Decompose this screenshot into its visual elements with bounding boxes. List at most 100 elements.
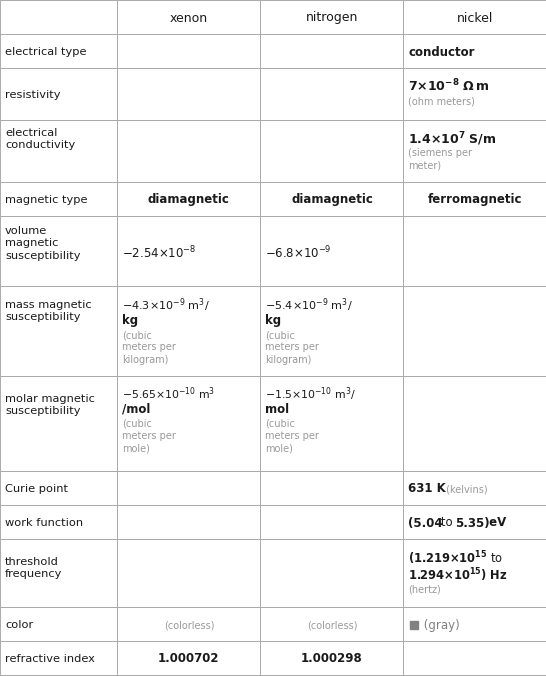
Bar xyxy=(260,641,403,675)
Text: $\mathbf{7{\times}10^{-8}}$ $\mathbf{\Omega\,m}$: $\mathbf{7{\times}10^{-8}}$ $\mathbf{\Om… xyxy=(408,78,490,95)
Bar xyxy=(0,34,117,68)
Bar xyxy=(260,471,403,505)
Text: ferromagnetic: ferromagnetic xyxy=(428,193,522,206)
Bar xyxy=(260,505,403,539)
Bar xyxy=(260,216,403,286)
Text: $-4.3{\times}10^{-9}\ \mathrm{m^3/}$: $-4.3{\times}10^{-9}\ \mathrm{m^3/}$ xyxy=(122,296,210,314)
Bar xyxy=(260,34,403,68)
Text: (ohm meters): (ohm meters) xyxy=(408,96,476,106)
Bar xyxy=(403,641,546,675)
Bar xyxy=(403,182,546,216)
Text: eV: eV xyxy=(485,516,507,529)
Bar xyxy=(403,607,546,641)
Bar xyxy=(117,182,260,216)
Text: $-5.65{\times}10^{-10}\ \mathrm{m^3}$: $-5.65{\times}10^{-10}\ \mathrm{m^3}$ xyxy=(122,385,216,402)
Bar xyxy=(403,120,546,182)
Text: mol: mol xyxy=(265,403,289,416)
Bar xyxy=(0,641,117,675)
Bar xyxy=(0,286,117,376)
Text: (cubic
meters per
mole): (cubic meters per mole) xyxy=(122,419,176,454)
Bar xyxy=(117,68,260,120)
Text: 1.000298: 1.000298 xyxy=(301,652,363,665)
Text: kg: kg xyxy=(265,314,282,327)
Text: resistivity: resistivity xyxy=(5,90,61,100)
Bar xyxy=(403,0,546,34)
Bar xyxy=(117,607,260,641)
Text: (cubic
meters per
kilogram): (cubic meters per kilogram) xyxy=(265,330,319,365)
Bar xyxy=(117,471,260,505)
Bar xyxy=(117,641,260,675)
Bar xyxy=(403,34,546,68)
Text: $-1.5{\times}10^{-10}\ \mathrm{m^3/}$: $-1.5{\times}10^{-10}\ \mathrm{m^3/}$ xyxy=(265,385,357,403)
Bar xyxy=(0,0,117,34)
Bar xyxy=(117,34,260,68)
Text: $\mathbf{1.4{\times}10^{7}}$ $\mathbf{S/m}$: $\mathbf{1.4{\times}10^{7}}$ $\mathbf{S/… xyxy=(408,130,497,147)
Text: (cubic
meters per
mole): (cubic meters per mole) xyxy=(265,419,319,454)
Text: $\mathbf{1.294{\times}10^{15})}$ $\mathbf{Hz}$: $\mathbf{1.294{\times}10^{15})}$ $\mathb… xyxy=(408,566,508,583)
Bar xyxy=(117,505,260,539)
Bar xyxy=(260,120,403,182)
Text: refractive index: refractive index xyxy=(5,654,95,664)
Text: color: color xyxy=(5,620,33,630)
Text: volume
magnetic
susceptibility: volume magnetic susceptibility xyxy=(5,226,80,261)
Text: threshold
frequency: threshold frequency xyxy=(5,557,62,579)
Bar xyxy=(117,0,260,34)
Bar xyxy=(0,376,117,471)
Bar xyxy=(403,216,546,286)
Text: molar magnetic
susceptibility: molar magnetic susceptibility xyxy=(5,394,95,416)
Bar xyxy=(260,0,403,34)
Bar xyxy=(0,216,117,286)
Text: work function: work function xyxy=(5,518,83,528)
Bar xyxy=(260,607,403,641)
Bar xyxy=(260,286,403,376)
Bar xyxy=(260,376,403,471)
Text: /mol: /mol xyxy=(122,403,151,416)
Bar xyxy=(0,607,117,641)
Bar xyxy=(403,68,546,120)
Text: xenon: xenon xyxy=(170,11,208,24)
Bar xyxy=(403,376,546,471)
Bar xyxy=(117,120,260,182)
Text: (hertz): (hertz) xyxy=(408,585,441,595)
Text: 1.000702: 1.000702 xyxy=(158,652,219,665)
Bar xyxy=(260,68,403,120)
Text: (colorless): (colorless) xyxy=(307,620,357,630)
Text: (5.04: (5.04 xyxy=(408,516,443,529)
Text: electrical
conductivity: electrical conductivity xyxy=(5,128,75,150)
Text: (kelvins): (kelvins) xyxy=(443,484,488,494)
Text: (cubic
meters per
kilogram): (cubic meters per kilogram) xyxy=(122,330,176,365)
Bar xyxy=(0,539,117,607)
Text: diamagnetic: diamagnetic xyxy=(291,193,373,206)
Bar xyxy=(403,471,546,505)
Text: diamagnetic: diamagnetic xyxy=(148,193,230,206)
Text: conductor: conductor xyxy=(408,45,475,59)
Text: $\mathbf{(1.219{\times}10^{15}}$ to: $\mathbf{(1.219{\times}10^{15}}$ to xyxy=(408,549,503,566)
Text: (gray): (gray) xyxy=(420,619,460,631)
Text: nitrogen: nitrogen xyxy=(306,11,358,24)
Text: (siemens per
meter): (siemens per meter) xyxy=(408,148,472,170)
Bar xyxy=(0,120,117,182)
Text: $-6.8{\times}10^{-9}$: $-6.8{\times}10^{-9}$ xyxy=(265,245,332,262)
Bar xyxy=(260,539,403,607)
Bar xyxy=(0,505,117,539)
Bar xyxy=(117,539,260,607)
Bar xyxy=(117,286,260,376)
Bar xyxy=(0,471,117,505)
Text: kg: kg xyxy=(122,314,139,327)
Text: 631 K: 631 K xyxy=(408,483,446,496)
Bar xyxy=(403,505,546,539)
Bar xyxy=(403,539,546,607)
Text: to: to xyxy=(437,516,457,529)
Text: Curie point: Curie point xyxy=(5,484,68,494)
Bar xyxy=(117,376,260,471)
Bar xyxy=(403,286,546,376)
Text: nickel: nickel xyxy=(456,11,493,24)
Text: 5.35): 5.35) xyxy=(455,516,490,529)
Text: (colorless): (colorless) xyxy=(164,620,214,630)
Bar xyxy=(0,182,117,216)
Text: magnetic type: magnetic type xyxy=(5,195,87,205)
Text: electrical type: electrical type xyxy=(5,47,86,57)
Bar xyxy=(260,182,403,216)
Text: $-2.54{\times}10^{-8}$: $-2.54{\times}10^{-8}$ xyxy=(122,245,197,262)
Text: $-5.4{\times}10^{-9}\ \mathrm{m^3/}$: $-5.4{\times}10^{-9}\ \mathrm{m^3/}$ xyxy=(265,296,353,314)
